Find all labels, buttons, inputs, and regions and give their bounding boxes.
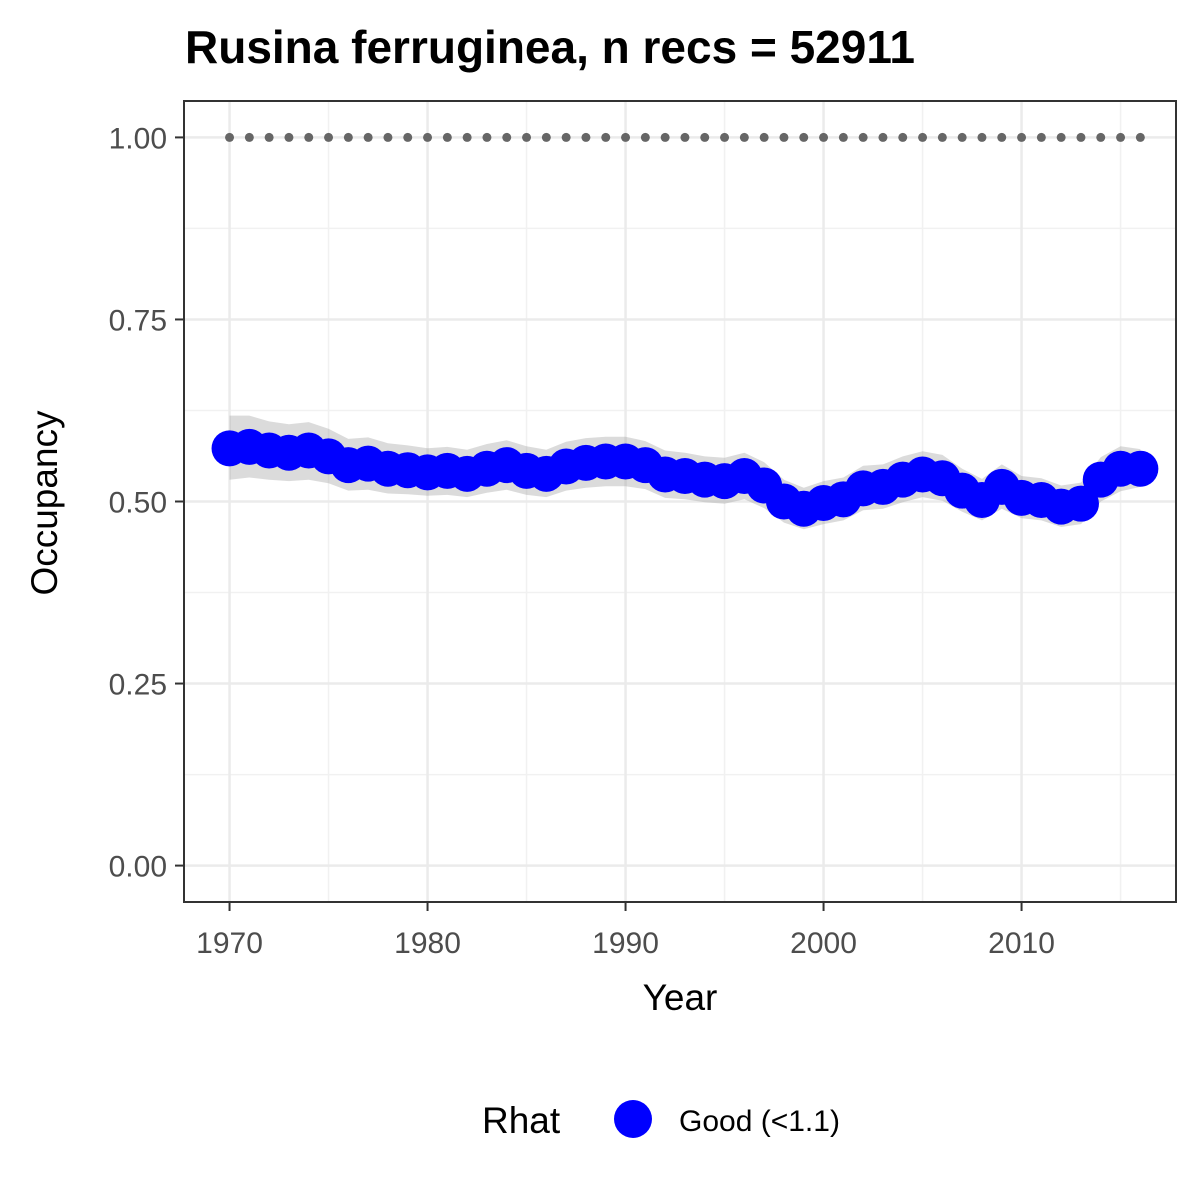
- reference-point: [1096, 132, 1106, 142]
- reference-point: [462, 132, 472, 142]
- y-axis-ticks: 0.00 0.25 0.50 0.75 1.00: [109, 122, 184, 884]
- reference-point: [482, 132, 492, 142]
- reference-point: [838, 132, 848, 142]
- legend: Rhat Good (<1.1): [482, 1100, 840, 1141]
- reference-point: [759, 132, 769, 142]
- legend-title: Rhat: [482, 1100, 561, 1141]
- reference-point: [264, 132, 274, 142]
- legend-label-good: Good (<1.1): [679, 1105, 840, 1138]
- y-axis-title: Occupancy: [24, 410, 65, 596]
- occupancy-point: [1062, 485, 1099, 522]
- reference-point: [700, 132, 710, 142]
- x-tick-label: 1970: [196, 927, 263, 960]
- reference-point: [304, 132, 314, 142]
- reference-point: [284, 132, 294, 142]
- reference-point: [343, 132, 353, 142]
- reference-point: [918, 132, 928, 142]
- reference-point: [898, 132, 908, 142]
- reference-point: [502, 132, 512, 142]
- x-tick-label: 2010: [988, 927, 1055, 960]
- reference-point: [363, 132, 373, 142]
- y-tick-label: 0.50: [109, 487, 167, 520]
- reference-point: [858, 132, 868, 142]
- reference-point: [244, 132, 254, 142]
- y-tick-label: 0.25: [109, 669, 167, 702]
- x-tick-label: 1980: [394, 927, 461, 960]
- reference-point: [937, 132, 947, 142]
- y-tick-label: 0.75: [109, 304, 167, 337]
- reference-point: [878, 132, 888, 142]
- reference-point: [403, 132, 413, 142]
- reference-point: [225, 132, 235, 142]
- x-tick-label: 1990: [592, 927, 659, 960]
- x-axis-title: Year: [643, 977, 718, 1018]
- reference-point: [1116, 132, 1126, 142]
- reference-point: [383, 132, 393, 142]
- reference-point: [541, 132, 551, 142]
- reference-point: [957, 132, 967, 142]
- reference-point: [819, 132, 829, 142]
- reference-point: [442, 132, 452, 142]
- legend-key-good: [614, 1100, 652, 1138]
- reference-point: [324, 132, 334, 142]
- occupancy-point: [1122, 450, 1159, 487]
- y-tick-label: 1.00: [109, 122, 167, 155]
- reference-point: [522, 132, 532, 142]
- reference-point: [1036, 132, 1046, 142]
- reference-point: [1017, 132, 1027, 142]
- reference-point: [660, 132, 670, 142]
- reference-point: [799, 132, 809, 142]
- reference-point: [1076, 132, 1086, 142]
- y-tick-label: 0.00: [109, 851, 167, 884]
- reference-point: [720, 132, 730, 142]
- reference-point: [779, 132, 789, 142]
- reference-point: [1056, 132, 1066, 142]
- reference-point: [423, 132, 433, 142]
- reference-point: [977, 132, 987, 142]
- reference-point: [621, 132, 631, 142]
- x-axis-ticks: 1970 1980 1990 2000 2010: [196, 902, 1055, 960]
- chart-title: Rusina ferruginea, n recs = 52911: [185, 21, 915, 73]
- reference-dots-layer: [225, 132, 1145, 142]
- reference-point: [1135, 132, 1145, 142]
- reference-point: [739, 132, 749, 142]
- x-tick-label: 2000: [790, 927, 857, 960]
- occupancy-points-layer: [211, 428, 1159, 527]
- reference-point: [561, 132, 571, 142]
- reference-point: [601, 132, 611, 142]
- reference-point: [997, 132, 1007, 142]
- reference-point: [581, 132, 591, 142]
- reference-point: [680, 132, 690, 142]
- reference-point: [640, 132, 650, 142]
